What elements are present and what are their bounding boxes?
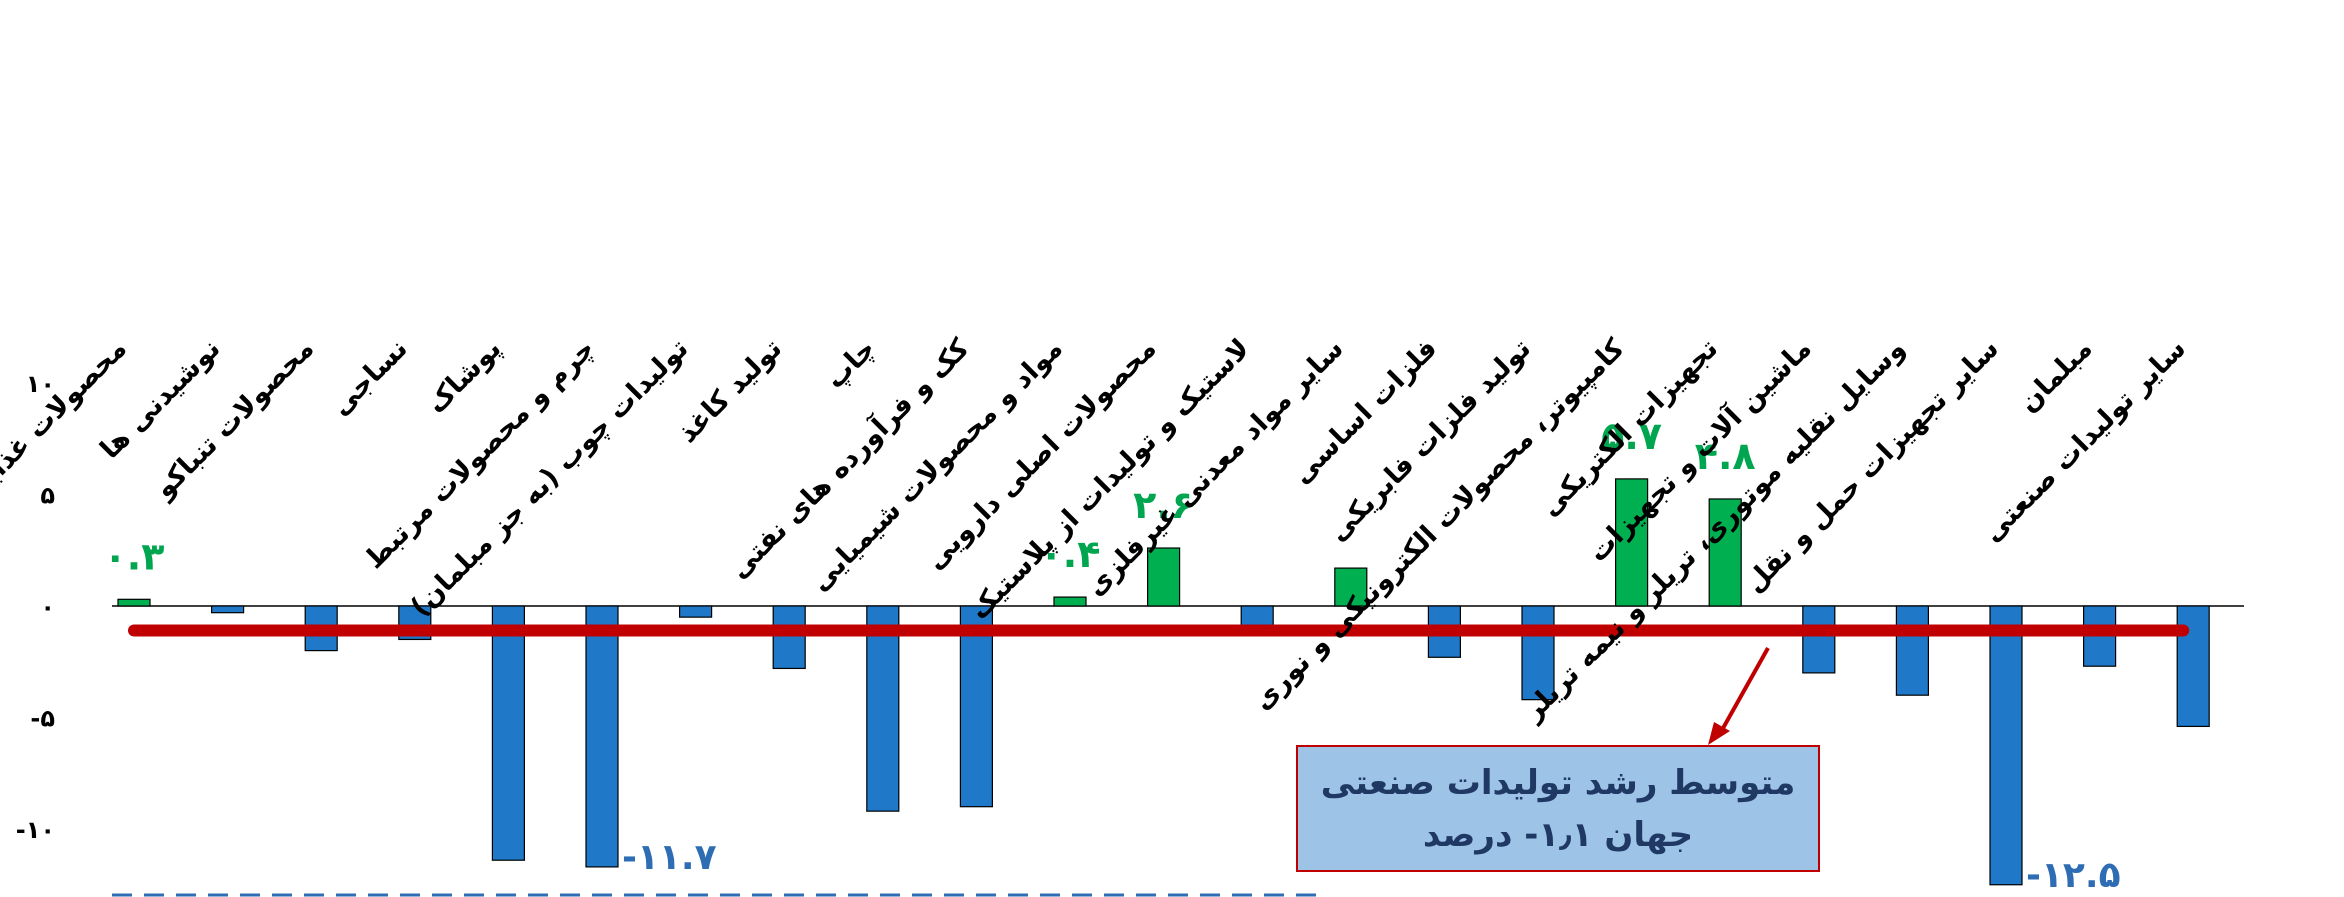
category-label: نساجی bbox=[325, 333, 414, 422]
bar bbox=[866, 605, 900, 812]
bar bbox=[772, 605, 806, 670]
bar bbox=[1053, 596, 1087, 607]
callout-line-1: متوسط رشد تولیدات صنعتی bbox=[1320, 762, 1796, 803]
bar bbox=[491, 605, 525, 861]
y-tick-label: -۵ bbox=[30, 705, 55, 733]
bar bbox=[1989, 605, 2023, 886]
bar bbox=[1240, 605, 1274, 627]
y-axis: ۱۰ ۵ ۰ -۵ -۱۰ bbox=[16, 370, 55, 844]
y-tick-label: ۰ bbox=[40, 593, 55, 621]
data-label: ۰.۴ bbox=[1040, 532, 1101, 576]
bar bbox=[678, 605, 713, 618]
bar bbox=[1146, 547, 1181, 607]
data-label: -۱۱.۷ bbox=[622, 837, 717, 878]
callout-line-2: جهان ۱٫۱- درصد bbox=[1422, 814, 1694, 855]
data-label: ۵.۷ bbox=[1601, 414, 1662, 458]
data-label: -۱۲.۵ bbox=[2026, 855, 2121, 896]
category-label: محصولات تنباکو bbox=[147, 333, 320, 506]
average-callout-box: متوسط رشد تولیدات صنعتی جهان ۱٫۱- درصد bbox=[1296, 745, 1820, 872]
category-label: پوشاک bbox=[421, 333, 508, 420]
bar bbox=[585, 605, 619, 868]
bar bbox=[1895, 605, 1930, 696]
category-label: مبلمان bbox=[2013, 333, 2099, 419]
y-tick-label: ۵ bbox=[40, 482, 55, 510]
data-label: ۰.۳ bbox=[104, 534, 165, 578]
y-tick-label: -۱۰ bbox=[16, 816, 55, 844]
y-tick-label: ۱۰ bbox=[26, 370, 55, 398]
bar bbox=[1614, 478, 1649, 607]
bar bbox=[2176, 605, 2210, 728]
bar bbox=[1334, 567, 1368, 607]
bar bbox=[959, 605, 994, 808]
bar bbox=[1521, 605, 1555, 701]
bar bbox=[117, 598, 151, 607]
data-labels-group: ۰.۳ -۱۱.۷ ۰.۴ ۲.۶ ۵.۷ ۴.۸ -۱۲.۵ bbox=[104, 414, 2121, 896]
category-label: چاپ bbox=[820, 333, 882, 395]
category-label: محصولات غذایی bbox=[0, 333, 133, 508]
bar bbox=[1802, 605, 1836, 674]
data-label: ۲.۶ bbox=[1133, 483, 1194, 527]
bar bbox=[1708, 498, 1742, 607]
callout-arrow bbox=[1708, 647, 1770, 745]
data-label: ۴.۸ bbox=[1695, 434, 1756, 478]
bar bbox=[211, 605, 245, 614]
